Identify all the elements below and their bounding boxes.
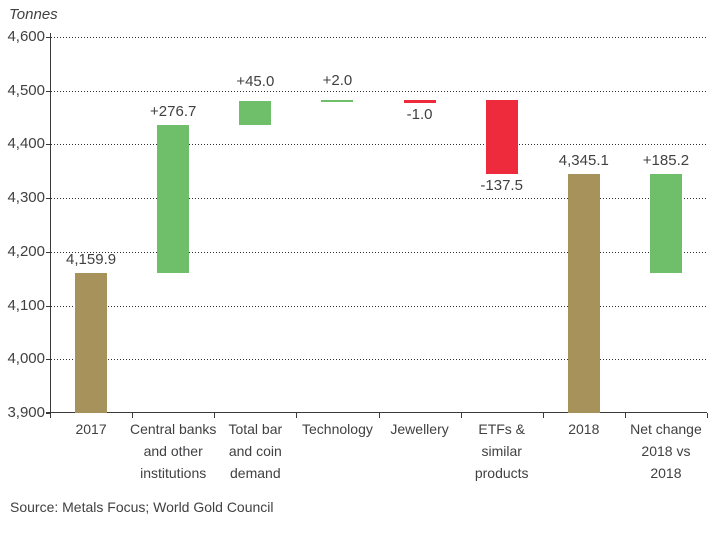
bar-central-banks-and-other-institutions (157, 124, 190, 274)
x-axis-tick (50, 413, 51, 418)
y-axis-tick-label: 4,100 (7, 296, 45, 314)
category-label-etfs-similar-products: ETFs & similar products (475, 418, 529, 484)
y-axis-tick (46, 251, 50, 253)
bar-2018 (567, 173, 600, 413)
gridline-4000 (51, 359, 707, 361)
x-axis-tick (460, 413, 462, 418)
x-axis-line (46, 412, 707, 413)
plot-area: 4,159.9 +276.7 +45.0 +2.0 -1.0 -137.5 4,345.1 +… (46, 33, 708, 418)
gridline-4600 (51, 37, 707, 38)
source-caption: Source: Metals Focus; World Gold Council (10, 499, 274, 515)
bar-2017 (75, 273, 108, 413)
y-axis-tick-label: 4,000 (7, 350, 45, 368)
value-label-technology: +2.0 (322, 71, 353, 89)
category-label-line: demand (230, 465, 281, 481)
category-label-line: Net change (630, 421, 702, 437)
category-label-line: similar (481, 443, 522, 459)
category-label-2017: 2017 (75, 418, 106, 440)
value-label-total-bar-and-coin-demand: +45.0 (236, 72, 275, 90)
value-label-jewellery: -1.0 (406, 105, 433, 123)
bar-technology (321, 99, 354, 102)
y-axis-line (50, 33, 51, 414)
category-label-line: 2018 (650, 465, 682, 481)
category-label-central-banks-and-other-institutions: Central banks and other institutions (130, 418, 216, 484)
value-label-central-banks-and-other-institutions: +276.7 (150, 102, 197, 120)
category-label-line: institutions (140, 465, 207, 481)
gridline-4100 (51, 305, 707, 307)
y-axis-tick-label: 4,400 (7, 135, 45, 153)
y-axis-tick (46, 144, 50, 146)
category-label-net-change-2018-vs-2018: Net change 2018 vs 2018 (630, 418, 702, 484)
category-label-line: 2017 (75, 421, 107, 437)
value-label-etfs-similar-products: -137.5 (480, 176, 523, 194)
y-axis-unit-label: Tonnes (9, 6, 58, 23)
category-label-line: Total bar (228, 421, 283, 437)
y-axis-tick (46, 37, 50, 38)
category-label-line: Jewellery (390, 421, 449, 437)
gridline-4300 (51, 198, 707, 200)
bar-etfs-similar-products (485, 100, 518, 174)
x-axis-tick (624, 413, 626, 418)
bar-jewellery (403, 99, 436, 103)
x-axis-tick (707, 413, 708, 418)
category-label-2018: 2018 (568, 418, 599, 440)
x-axis-tick (542, 413, 544, 418)
x-axis-tick (378, 413, 380, 418)
y-axis-tick (46, 198, 50, 200)
category-label-jewellery: Jewellery (390, 418, 448, 440)
y-axis-tick-label: 4,300 (7, 189, 45, 207)
gridline-4400 (51, 144, 707, 146)
category-label-line: and coin (228, 443, 282, 459)
value-label-net-change-2018-vs-2018: +185.2 (642, 151, 690, 169)
category-label-line: Central banks (129, 421, 217, 437)
value-label-2017: 4,159.9 (66, 251, 117, 269)
x-axis-tick (296, 413, 298, 418)
y-axis-tick-label: 3,900 (7, 404, 45, 421)
gridline-4200 (51, 251, 707, 253)
category-label-total-bar-and-coin-demand: Total bar and coin demand (228, 418, 282, 484)
x-axis-tick (132, 413, 134, 418)
category-label-line: 2018 vs (641, 443, 691, 459)
y-axis-tick-label: 4,500 (7, 81, 45, 99)
category-label-line: ETFs & (478, 421, 526, 437)
y-axis-tick (46, 359, 50, 361)
gridline-4500 (51, 90, 707, 92)
y-axis-tick (46, 305, 50, 307)
category-label-technology: Technology (302, 418, 373, 440)
bar-total-bar-and-coin-demand (239, 100, 272, 125)
y-axis-tick-label: 4,200 (7, 242, 45, 260)
y-axis-tick (46, 90, 50, 92)
category-label-line: products (474, 465, 529, 481)
category-label-line: and other (143, 443, 203, 459)
value-label-2018: 4,345.1 (558, 151, 609, 169)
category-label-line: 2018 (568, 421, 600, 437)
y-axis-tick-label: 4,600 (7, 28, 45, 45)
x-axis-tick (214, 413, 216, 418)
y-axis-tick (46, 413, 50, 414)
bar-net-change-2018-vs-2018 (649, 173, 682, 274)
category-label-line: Technology (302, 421, 373, 437)
